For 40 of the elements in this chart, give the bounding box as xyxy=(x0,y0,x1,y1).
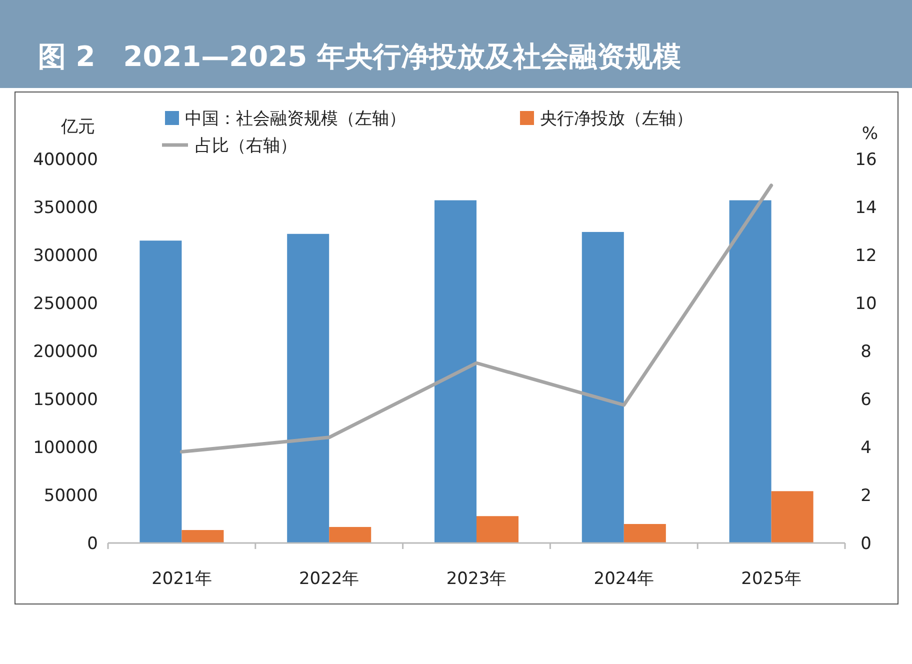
line-series xyxy=(180,184,774,454)
y-tick-label: 350000 xyxy=(33,198,98,218)
bar xyxy=(476,516,519,543)
legend-label: 占比（右轴） xyxy=(195,136,297,156)
x-tick-label: 2025年 xyxy=(741,569,802,589)
bar xyxy=(434,200,476,543)
bar xyxy=(140,240,182,543)
y2-tick-label: 12 xyxy=(855,246,877,266)
x-tick-label: 2022年 xyxy=(298,569,360,589)
y2-tick-label: 6 xyxy=(860,390,872,410)
y-tick-label: 100000 xyxy=(33,438,98,458)
bar xyxy=(182,530,224,543)
y2-tick-label: 10 xyxy=(855,294,877,314)
y2-axis-title: % xyxy=(862,124,878,144)
x-tick-label: 2021年 xyxy=(152,569,212,589)
y-tick-label: 200000 xyxy=(33,342,98,362)
y-tick-label: 300000 xyxy=(33,246,98,266)
bar xyxy=(624,524,666,543)
y2-tick-label: 8 xyxy=(860,342,872,362)
y-tick-label: 0 xyxy=(87,534,98,554)
chart-title: 图 2 2021—2025 年央行净投放及社会融资规模 xyxy=(38,40,681,73)
bar xyxy=(329,526,372,543)
legend-label: 中国：社会融资规模（左轴） xyxy=(185,109,406,129)
bar xyxy=(729,200,772,543)
x-tick-label: 2024年 xyxy=(594,569,654,589)
bar xyxy=(582,232,624,543)
y-tick-label: 400000 xyxy=(33,150,98,170)
legend-label: 央行净投放（左轴） xyxy=(540,109,693,129)
y-tick-label: 250000 xyxy=(33,294,98,314)
y-tick-label: 150000 xyxy=(33,390,98,410)
y-tick-label: 50000 xyxy=(44,486,98,506)
y2-tick-label: 16 xyxy=(855,150,877,170)
y2-tick-label: 2 xyxy=(860,486,872,506)
y2-tick-label: 14 xyxy=(855,198,877,218)
y2-tick-label: 4 xyxy=(860,438,872,458)
x-tick-label: 2023年 xyxy=(446,569,507,589)
bar xyxy=(287,234,330,543)
bar xyxy=(771,491,814,543)
y2-tick-label: 0 xyxy=(860,534,872,554)
y-axis-title: 亿元 xyxy=(60,117,95,137)
